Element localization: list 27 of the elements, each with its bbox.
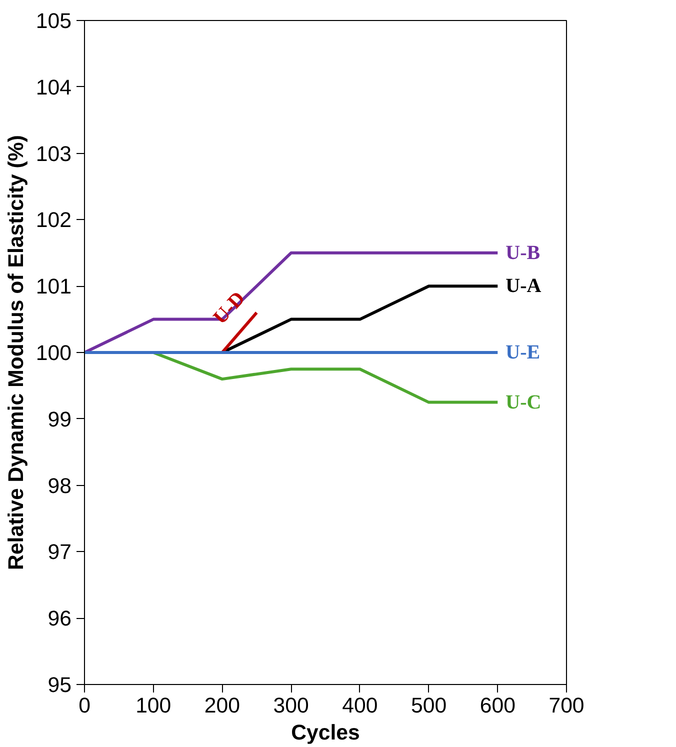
series-label: U-E <box>506 342 540 364</box>
x-tick-label: 100 <box>136 694 172 718</box>
y-axis-title: Relative Dynamic Modulus of Elasticity (%) <box>4 135 28 570</box>
x-tick-label: 300 <box>273 694 309 718</box>
series-label: U-B <box>506 242 540 264</box>
x-tick-label: 0 <box>78 694 91 718</box>
x-tick-label: 700 <box>548 694 584 718</box>
y-tick-label: 105 <box>36 9 72 33</box>
y-tick-label: 98 <box>48 474 72 498</box>
series-label: U-C <box>506 391 542 414</box>
line-series <box>152 351 500 404</box>
x-tick-label: 600 <box>480 694 516 718</box>
y-tick-label: 97 <box>48 540 72 564</box>
y-tick-label: 96 <box>48 606 72 631</box>
y-tick-label: 103 <box>36 142 72 166</box>
y-tick-label: 104 <box>36 75 72 100</box>
y-tick-label: 95 <box>48 673 72 697</box>
x-axis-title: Cycles <box>291 720 360 744</box>
y-tick-label: 99 <box>48 407 72 432</box>
y-tick-label: 102 <box>36 208 72 232</box>
x-tick-label: 500 <box>410 694 447 718</box>
series-label: U-A <box>506 275 542 298</box>
y-tick-label: 100 <box>36 341 72 365</box>
text: U-D <box>209 288 250 329</box>
y-tick-label: 101 <box>36 274 72 299</box>
x-tick-label: 200 <box>204 694 240 718</box>
x-tick-label: 400 <box>342 694 378 718</box>
